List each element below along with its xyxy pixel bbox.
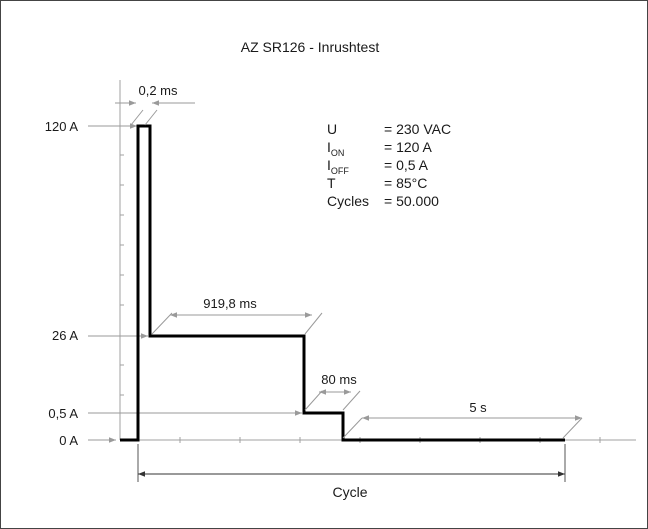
dim-label-cycle: Cycle (332, 484, 367, 500)
param-name-ion: ION (327, 139, 344, 158)
dim-label-on: 0,2 ms (138, 83, 178, 98)
dim-pause-ext-right (562, 417, 583, 439)
y-tick-label-0a: 0 A (59, 433, 78, 448)
dim-label-hold: 919,8 ms (203, 296, 257, 311)
dim-pause-ext-left (342, 417, 363, 439)
dim-off-ext-left (304, 390, 323, 411)
y-tick-label-26a: 26 A (52, 328, 78, 343)
dim-on-ext-left (130, 109, 144, 126)
param-value-ion: = 120 A (384, 139, 433, 155)
param-name-t: T (327, 175, 336, 191)
dim-label-off: 80 ms (321, 372, 357, 387)
param-value-u: = 230 VAC (384, 121, 451, 137)
y-tick-label-0-5a: 0,5 A (48, 406, 78, 421)
param-name-ioff: IOFF (327, 157, 349, 176)
parameter-block: U = 230 VAC ION = 120 A IOFF = 0,5 A T =… (327, 121, 451, 209)
dim-hold-ext-left (151, 312, 173, 335)
dim-off-ext-right (342, 390, 361, 411)
y-axis-ticks (120, 154, 124, 396)
param-name-cycles: Cycles (327, 193, 369, 209)
param-value-cycles: = 50.000 (384, 193, 439, 209)
param-value-t: = 85°C (384, 175, 427, 191)
param-value-ioff: = 0,5 A (384, 157, 429, 173)
current-waveform-line (120, 124, 565, 442)
dim-hold-ext-right (304, 312, 323, 335)
dim-on-ext-right (144, 109, 158, 126)
y-tick-label-120a: 120 A (45, 119, 79, 134)
dim-label-pause: 5 s (469, 400, 487, 415)
param-name-u: U (327, 121, 337, 137)
chart-title: AZ SR126 - Inrushtest (241, 39, 380, 55)
